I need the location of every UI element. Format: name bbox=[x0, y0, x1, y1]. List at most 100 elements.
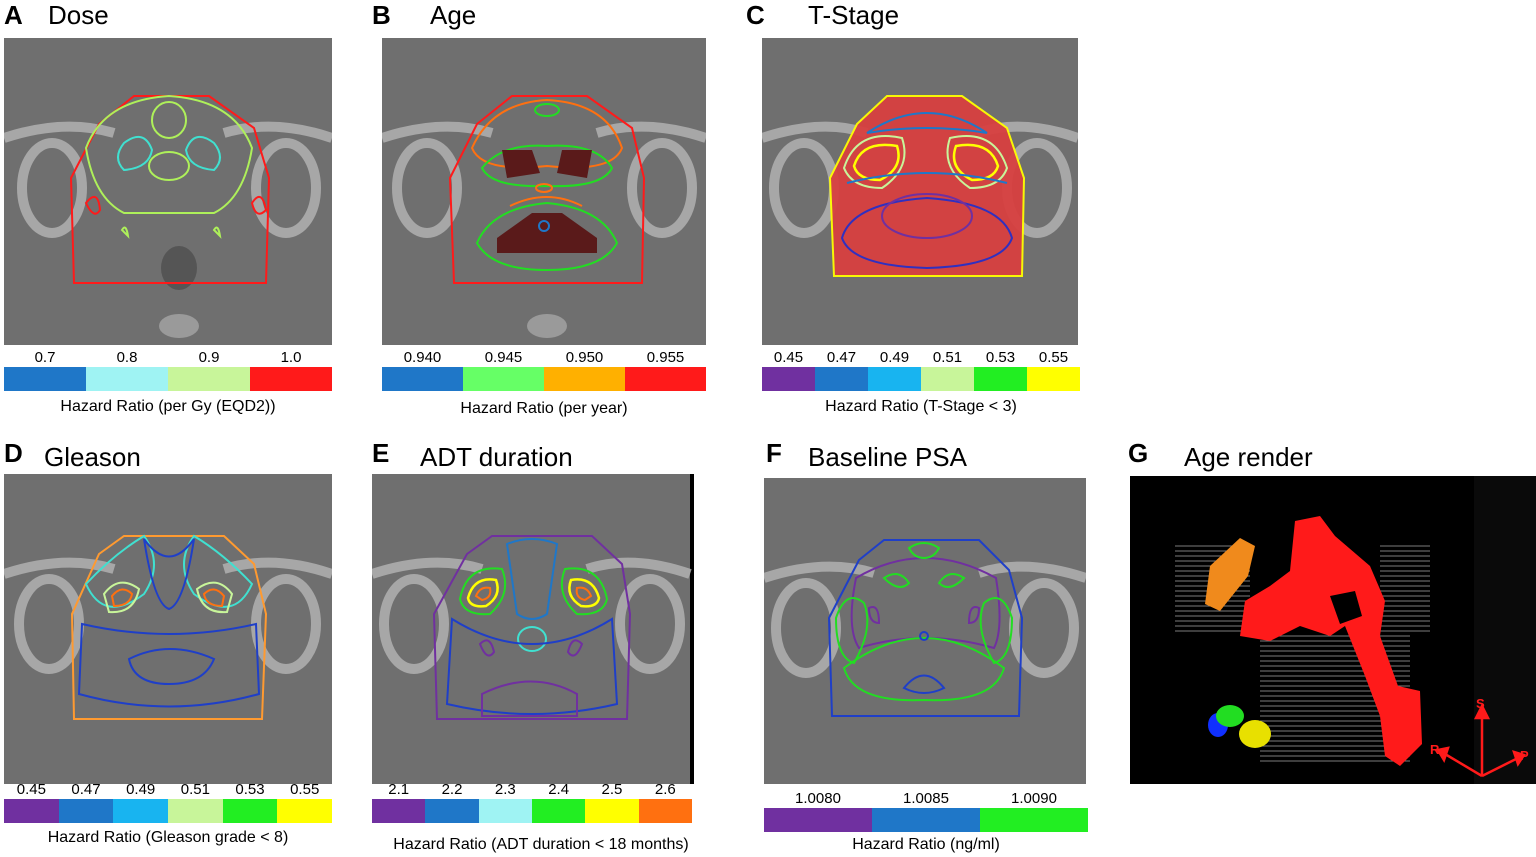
panel-title: Age render bbox=[1184, 442, 1313, 472]
ct-slice-image bbox=[4, 38, 332, 345]
colorbar-segment bbox=[372, 799, 426, 823]
colorbar-segment bbox=[168, 367, 250, 391]
colorbar-ticks: 0.45 0.47 0.49 0.51 0.53 0.55 bbox=[4, 781, 332, 799]
tick-label: 0.55 bbox=[1038, 349, 1069, 366]
tick-label: 2.1 bbox=[388, 781, 410, 798]
colorbar-segment bbox=[4, 799, 59, 823]
colorbar bbox=[4, 367, 332, 391]
tick-label: 1.0080 bbox=[795, 790, 841, 807]
green-structure bbox=[1216, 705, 1244, 727]
tick-label: 1.0 bbox=[280, 349, 302, 366]
panel-letter: F bbox=[766, 438, 782, 468]
ct-slice-image bbox=[382, 38, 706, 345]
tick-label: 0.49 bbox=[879, 349, 910, 366]
tick-label: 2.2 bbox=[441, 781, 463, 798]
ct-slice-image bbox=[4, 474, 332, 784]
colorbar-segment bbox=[58, 799, 114, 823]
axis-label-s: S bbox=[1476, 696, 1485, 711]
red-structure bbox=[1240, 516, 1422, 766]
panel-title: Dose bbox=[48, 0, 109, 30]
orange-structure bbox=[1205, 538, 1255, 611]
panel-title: Gleason bbox=[44, 442, 141, 472]
panel-title: ADT duration bbox=[420, 442, 573, 472]
colorbar-segment bbox=[815, 367, 868, 391]
colorbar-ticks: 0.7 0.8 0.9 1.0 bbox=[4, 349, 332, 367]
colorbar-segment bbox=[382, 367, 463, 391]
tick-label: 0.45 bbox=[773, 349, 804, 366]
tick-label: 0.7 bbox=[34, 349, 56, 366]
axis-label-r: R bbox=[1430, 742, 1440, 757]
colorbar-segment bbox=[625, 367, 706, 391]
colorbar-segment bbox=[531, 799, 586, 823]
colorbar-ticks: 1.0080 1.0085 1.0090 bbox=[764, 790, 1088, 808]
tick-label: 0.49 bbox=[126, 781, 156, 798]
colorbar-segment bbox=[872, 808, 980, 832]
region-red-fill bbox=[828, 95, 1026, 277]
colorbar-segment bbox=[277, 799, 333, 823]
panel-letter: D bbox=[4, 438, 23, 468]
colorbar-ticks: 0.940 0.945 0.950 0.955 bbox=[382, 349, 706, 367]
tick-label: 0.51 bbox=[932, 349, 963, 366]
colorbar-caption: Hazard Ratio (T-Stage < 3) bbox=[825, 398, 1017, 415]
colorbar-ticks: 0.45 0.47 0.49 0.51 0.53 0.55 bbox=[762, 349, 1080, 367]
colorbar-segment bbox=[544, 367, 625, 391]
contour-red bbox=[448, 95, 646, 284]
colorbar-segment bbox=[974, 367, 1027, 391]
contour-red-right bbox=[250, 195, 268, 215]
contour-cyan bbox=[117, 135, 154, 172]
panel-letter: B bbox=[372, 0, 391, 30]
colorbar-segment bbox=[638, 799, 692, 823]
ct-slice-image bbox=[762, 38, 1078, 345]
tick-label: 0.945 bbox=[484, 349, 523, 366]
axis-label-p: P bbox=[1520, 748, 1529, 763]
colorbar-caption: Hazard Ratio (ng/ml) bbox=[852, 836, 1000, 853]
panel-letter: A bbox=[4, 0, 23, 30]
tick-label: 0.51 bbox=[180, 781, 210, 798]
ct-slice-image bbox=[372, 474, 694, 784]
colorbar bbox=[764, 808, 1088, 832]
yellow-structure bbox=[1239, 720, 1271, 748]
3d-render-view: S R P bbox=[1130, 476, 1536, 784]
colorbar bbox=[382, 367, 706, 391]
tick-label: 0.47 bbox=[71, 781, 101, 798]
contour-green bbox=[480, 144, 614, 188]
tick-label: 2.5 bbox=[601, 781, 623, 798]
colorbar-caption: Hazard Ratio (per year) bbox=[460, 400, 628, 417]
colorbar-segment bbox=[921, 367, 974, 391]
colorbar-segment bbox=[425, 799, 479, 823]
tick-label: 0.53 bbox=[985, 349, 1016, 366]
tick-label: 2.3 bbox=[494, 781, 516, 798]
tick-label: 0.950 bbox=[565, 349, 604, 366]
contour-red-left bbox=[84, 195, 102, 215]
colorbar bbox=[762, 367, 1080, 391]
colorbar-segment bbox=[980, 808, 1088, 832]
tick-label: 1.0085 bbox=[903, 790, 949, 807]
colorbar-segment bbox=[463, 367, 544, 391]
colorbar-ticks: 2.1 2.2 2.3 2.4 2.5 2.6 bbox=[372, 781, 692, 799]
colorbar-segment bbox=[1027, 367, 1080, 391]
tick-label: 0.47 bbox=[826, 349, 857, 366]
tick-label: 2.4 bbox=[548, 781, 570, 798]
colorbar bbox=[372, 799, 692, 823]
tick-label: 1.0090 bbox=[1011, 790, 1057, 807]
panel-title: T-Stage bbox=[808, 0, 900, 30]
tick-label: 0.940 bbox=[403, 349, 442, 366]
colorbar-segment bbox=[868, 367, 921, 391]
orientation-arrows bbox=[1436, 703, 1526, 778]
tick-label: 0.45 bbox=[16, 781, 46, 798]
colorbar-segment bbox=[86, 367, 168, 391]
tick-label: 0.9 bbox=[198, 349, 220, 366]
contour-lightgreen bbox=[84, 94, 254, 214]
colorbar-segment bbox=[168, 799, 223, 823]
colorbar-caption: Hazard Ratio (per Gy (EQD2)) bbox=[60, 398, 276, 415]
tick-label: 0.55 bbox=[290, 781, 320, 798]
colorbar-segment bbox=[250, 367, 332, 391]
colorbar-segment bbox=[762, 367, 815, 391]
panel-letter: G bbox=[1128, 438, 1149, 468]
colorbar-segment bbox=[113, 799, 169, 823]
panel-letter: E bbox=[372, 438, 390, 468]
panel-title: Baseline PSA bbox=[808, 442, 967, 472]
panel-letter: C bbox=[746, 0, 765, 30]
tick-label: 0.8 bbox=[116, 349, 138, 366]
ct-slice-image bbox=[764, 478, 1086, 784]
